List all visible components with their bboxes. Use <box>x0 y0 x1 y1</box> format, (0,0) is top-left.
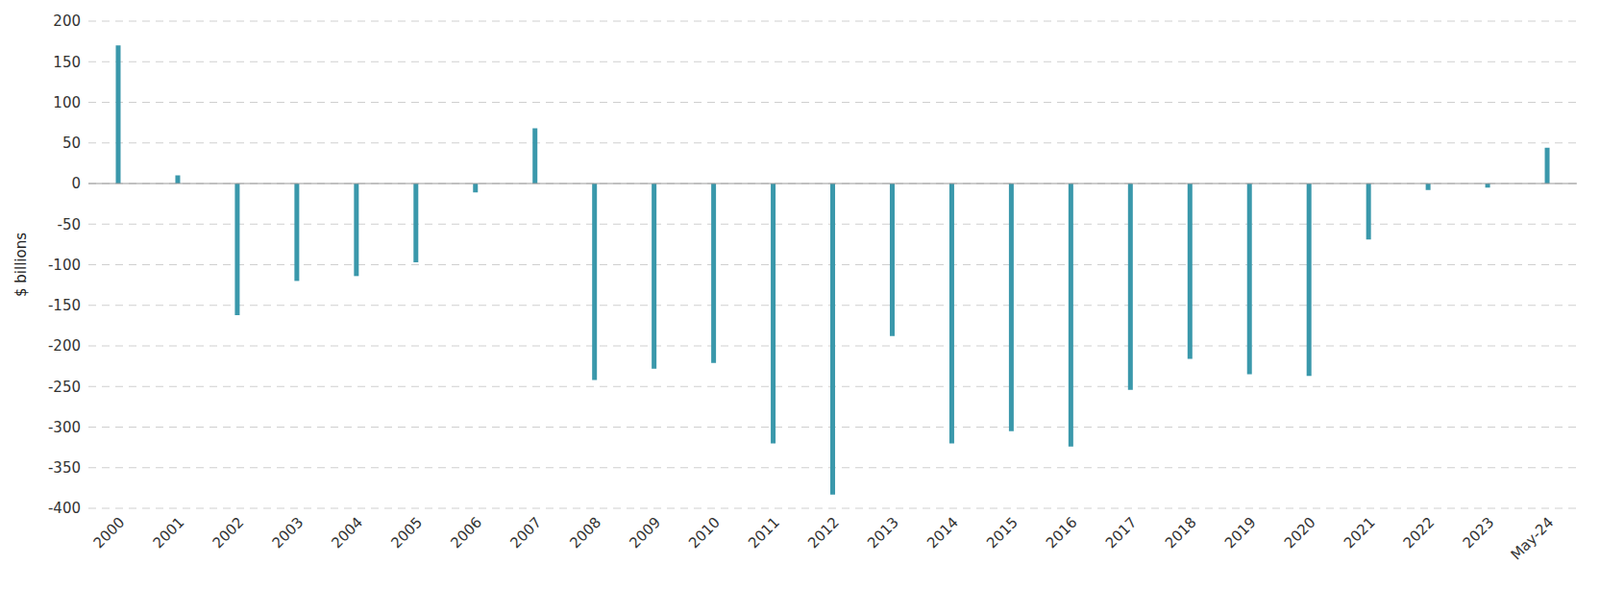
svg-text:-200: -200 <box>48 337 81 355</box>
svg-text:2018: 2018 <box>1161 514 1201 553</box>
svg-text:2015: 2015 <box>983 514 1022 553</box>
svg-text:2008: 2008 <box>566 514 605 553</box>
svg-text:2002: 2002 <box>209 514 248 553</box>
svg-text:0: 0 <box>71 174 81 193</box>
svg-text:2020: 2020 <box>1280 514 1320 553</box>
svg-text:-50: -50 <box>57 216 82 234</box>
svg-text:2009: 2009 <box>625 514 665 553</box>
svg-text:2014: 2014 <box>923 514 962 553</box>
svg-text:2000: 2000 <box>90 514 129 553</box>
svg-text:$ billions: $ billions <box>12 232 30 297</box>
svg-text:2013: 2013 <box>863 514 903 553</box>
svg-text:2011: 2011 <box>744 514 784 553</box>
svg-text:2017: 2017 <box>1102 514 1141 553</box>
svg-text:-100: -100 <box>48 256 81 274</box>
svg-text:2019: 2019 <box>1221 514 1260 553</box>
svg-text:200: 200 <box>52 12 81 30</box>
svg-text:-250: -250 <box>48 378 81 396</box>
svg-text:2012: 2012 <box>804 514 843 553</box>
svg-text:2003: 2003 <box>268 514 307 553</box>
svg-text:May-24: May-24 <box>1507 514 1558 565</box>
svg-text:-400: -400 <box>48 499 81 517</box>
svg-text:2023: 2023 <box>1459 514 1499 553</box>
svg-text:2005: 2005 <box>387 514 426 553</box>
svg-text:150: 150 <box>52 53 81 72</box>
svg-text:2006: 2006 <box>446 514 486 553</box>
svg-text:2010: 2010 <box>685 514 724 553</box>
svg-text:2007: 2007 <box>506 514 545 553</box>
svg-text:-300: -300 <box>48 418 81 437</box>
svg-text:2001: 2001 <box>149 514 189 553</box>
svg-text:-150: -150 <box>48 296 81 315</box>
svg-text:100: 100 <box>52 94 81 112</box>
svg-text:2016: 2016 <box>1042 514 1082 553</box>
svg-text:2022: 2022 <box>1400 514 1439 553</box>
svg-text:50: 50 <box>62 134 81 152</box>
svg-text:2021: 2021 <box>1340 514 1379 553</box>
svg-text:-350: -350 <box>48 459 81 477</box>
svg-text:2004: 2004 <box>327 514 367 553</box>
